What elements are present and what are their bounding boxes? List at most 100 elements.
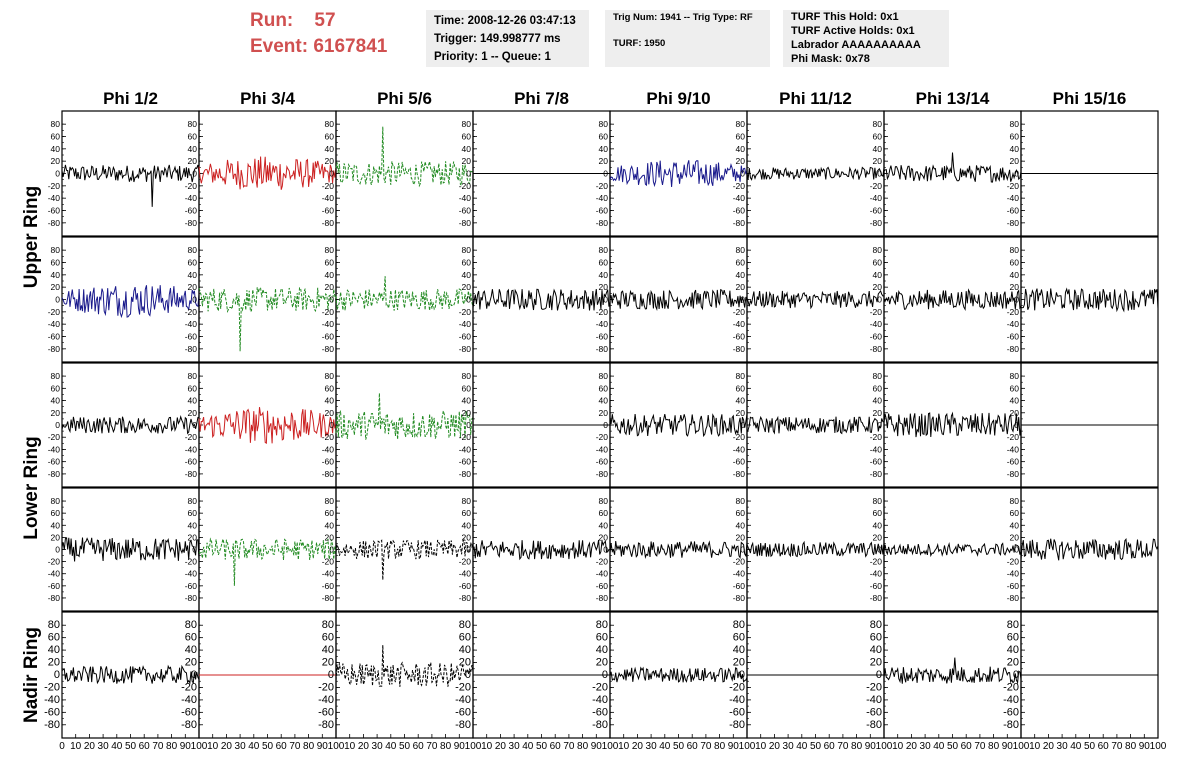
row-group-label: Lower Ring xyxy=(21,436,42,539)
y-tick-label: -60 xyxy=(185,581,198,591)
y-tick-label: -80 xyxy=(596,344,609,354)
x-tick-label: 0 xyxy=(59,741,65,752)
y-tick-label: 0 xyxy=(877,545,882,555)
y-tick-label: 80 xyxy=(462,496,472,506)
y-tick-label: 0 xyxy=(603,545,608,555)
y-tick-label: -60 xyxy=(596,206,609,216)
row-group-label: Upper Ring xyxy=(21,186,42,288)
waveform-line xyxy=(1020,538,1159,561)
x-tick-label: 40 xyxy=(796,741,808,752)
y-tick-label: -20 xyxy=(1003,681,1019,693)
y-tick-label: -20 xyxy=(596,307,609,317)
y-tick-label: 20 xyxy=(733,657,745,669)
y-tick-label: -20 xyxy=(596,557,609,567)
y-tick-label: 20 xyxy=(185,657,197,669)
y-tick-label: 60 xyxy=(599,383,609,393)
waveform-line xyxy=(198,287,337,352)
y-tick-label: 60 xyxy=(736,383,746,393)
y-tick-label: 0 xyxy=(1014,420,1019,430)
y-tick-label: 80 xyxy=(462,119,472,129)
x-tick-label: 70 xyxy=(837,741,849,752)
y-tick-label: 60 xyxy=(873,508,883,518)
y-tick-label: -40 xyxy=(459,319,472,329)
y-tick-label: 40 xyxy=(325,520,335,530)
y-tick-label: -80 xyxy=(44,719,60,731)
y-tick-label: -20 xyxy=(733,181,746,191)
y-tick-label: 60 xyxy=(51,383,61,393)
x-tick-label: 50 xyxy=(947,741,959,752)
y-tick-label: 60 xyxy=(51,258,61,268)
waveform-line xyxy=(883,288,1022,312)
y-tick-label: 60 xyxy=(873,383,883,393)
y-tick-label: -20 xyxy=(1007,432,1020,442)
y-tick-label: -80 xyxy=(1007,593,1020,603)
y-tick-label: 40 xyxy=(188,520,198,530)
y-tick-label: 80 xyxy=(736,371,746,381)
y-tick-label: -60 xyxy=(48,581,61,591)
y-tick-label: 80 xyxy=(736,245,746,255)
y-tick-label: 20 xyxy=(736,282,746,292)
panel-frame xyxy=(61,236,200,363)
y-tick-label: 40 xyxy=(322,644,334,656)
y-tick-label: -80 xyxy=(322,344,335,354)
y-tick-label: 40 xyxy=(51,396,61,406)
y-tick-label: 0 xyxy=(192,545,197,555)
y-tick-label: -60 xyxy=(459,332,472,342)
y-tick-label: -20 xyxy=(322,307,335,317)
y-tick-label: -20 xyxy=(48,307,61,317)
y-tick-label: 0 xyxy=(877,295,882,305)
x-tick-label: 30 xyxy=(98,741,110,752)
y-tick-label: 60 xyxy=(599,258,609,268)
y-tick-label: 20 xyxy=(873,282,883,292)
y-tick-label: 0 xyxy=(329,420,334,430)
trigger-text: Trigger: 149.998777 ms xyxy=(434,33,561,45)
y-tick-label: 80 xyxy=(325,245,335,255)
y-tick-label: 0 xyxy=(740,420,745,430)
y-tick-label: 60 xyxy=(51,508,61,518)
y-tick-label: -40 xyxy=(733,319,746,329)
y-tick-label: 60 xyxy=(462,132,472,142)
y-tick-label: 0 xyxy=(329,545,334,555)
x-tick-label: 70 xyxy=(152,741,164,752)
y-tick-label: -40 xyxy=(185,193,198,203)
x-tick-label: 60 xyxy=(961,741,973,752)
x-tick-label: 40 xyxy=(111,741,123,752)
x-tick-label: 60 xyxy=(413,741,425,752)
y-tick-label: -20 xyxy=(181,681,197,693)
y-tick-label: -60 xyxy=(185,457,198,467)
y-tick-label: -60 xyxy=(596,332,609,342)
y-tick-label: -40 xyxy=(48,444,61,454)
y-tick-label: 40 xyxy=(462,144,472,154)
x-tick-label: 100 xyxy=(876,741,893,752)
x-tick-label: 70 xyxy=(289,741,301,752)
waveform-line xyxy=(198,407,337,445)
y-tick-label: -40 xyxy=(596,319,609,329)
y-tick-label: 80 xyxy=(733,619,745,631)
y-tick-label: 0 xyxy=(1014,295,1019,305)
y-tick-label: -40 xyxy=(318,694,334,706)
y-tick-label: 40 xyxy=(51,270,61,280)
y-tick-label: -40 xyxy=(1007,569,1020,579)
x-tick-label: 10 xyxy=(755,741,767,752)
y-tick-label: -20 xyxy=(455,681,471,693)
y-tick-label: -20 xyxy=(733,557,746,567)
waveform-line xyxy=(335,126,474,188)
priority-text: Priority: 1 -- Queue: 1 xyxy=(434,51,551,63)
y-tick-label: 20 xyxy=(188,282,198,292)
x-tick-label: 50 xyxy=(673,741,685,752)
y-tick-label: 80 xyxy=(1010,371,1020,381)
y-tick-label: 20 xyxy=(1010,282,1020,292)
y-tick-label: -40 xyxy=(596,444,609,454)
y-tick-label: 20 xyxy=(873,532,883,542)
y-tick-label: -60 xyxy=(1007,332,1020,342)
x-tick-label: 70 xyxy=(1111,741,1123,752)
x-tick-label: 90 xyxy=(454,741,466,752)
waveform-line xyxy=(198,537,337,586)
y-tick-label: 40 xyxy=(462,396,472,406)
y-tick-label: 40 xyxy=(736,396,746,406)
x-tick-label: 70 xyxy=(974,741,986,752)
y-tick-label: 60 xyxy=(736,258,746,268)
y-tick-label: -80 xyxy=(459,593,472,603)
y-tick-label: 80 xyxy=(188,496,198,506)
y-tick-label: 20 xyxy=(599,408,609,418)
